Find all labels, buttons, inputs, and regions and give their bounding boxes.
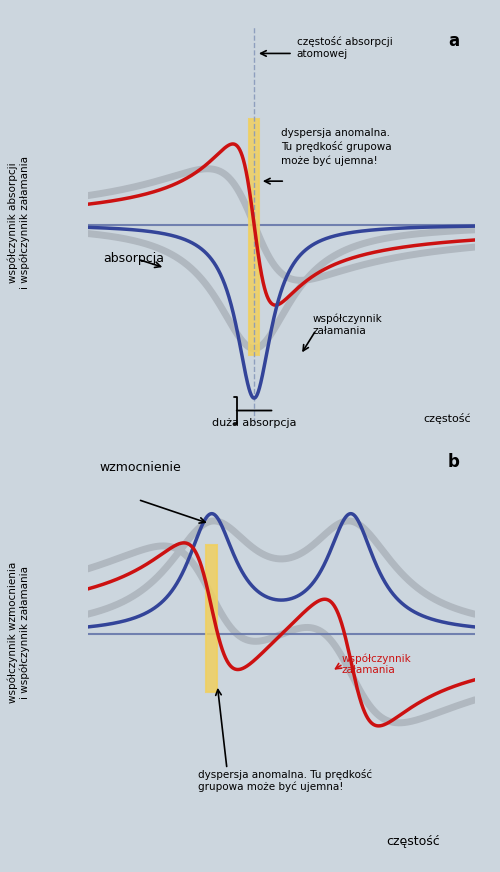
Text: współczynnik absorpcji
i współczynnik załamania: współczynnik absorpcji i współczynnik za…: [8, 156, 30, 289]
Text: częstość: częstość: [386, 835, 440, 848]
Text: absorpcja: absorpcja: [103, 252, 164, 265]
Text: duża absorpcja: duża absorpcja: [212, 418, 296, 428]
Text: częstość: częstość: [424, 413, 471, 424]
Bar: [249, 119, 259, 355]
Text: a: a: [448, 32, 460, 51]
Bar: [206, 545, 216, 692]
Text: dyspersja anomalna. Tu prędkość
grupowa może być ujemna!: dyspersja anomalna. Tu prędkość grupowa …: [198, 769, 372, 793]
Text: współczynnik
załamania: współczynnik załamania: [312, 314, 382, 336]
Text: współczynnik wzmocnienia
i współczynnik załamania: współczynnik wzmocnienia i współczynnik …: [8, 562, 30, 703]
Text: wzmocnienie: wzmocnienie: [99, 460, 181, 473]
Text: b: b: [448, 453, 460, 471]
Text: współczynnik
załamania: współczynnik załamania: [342, 653, 411, 676]
Text: częstość absorpcji
atomowej: częstość absorpcji atomowej: [297, 36, 392, 58]
Text: dyspersja anomalna.
Tu prędkość grupowa
może być ujemna!: dyspersja anomalna. Tu prędkość grupowa …: [281, 128, 392, 167]
